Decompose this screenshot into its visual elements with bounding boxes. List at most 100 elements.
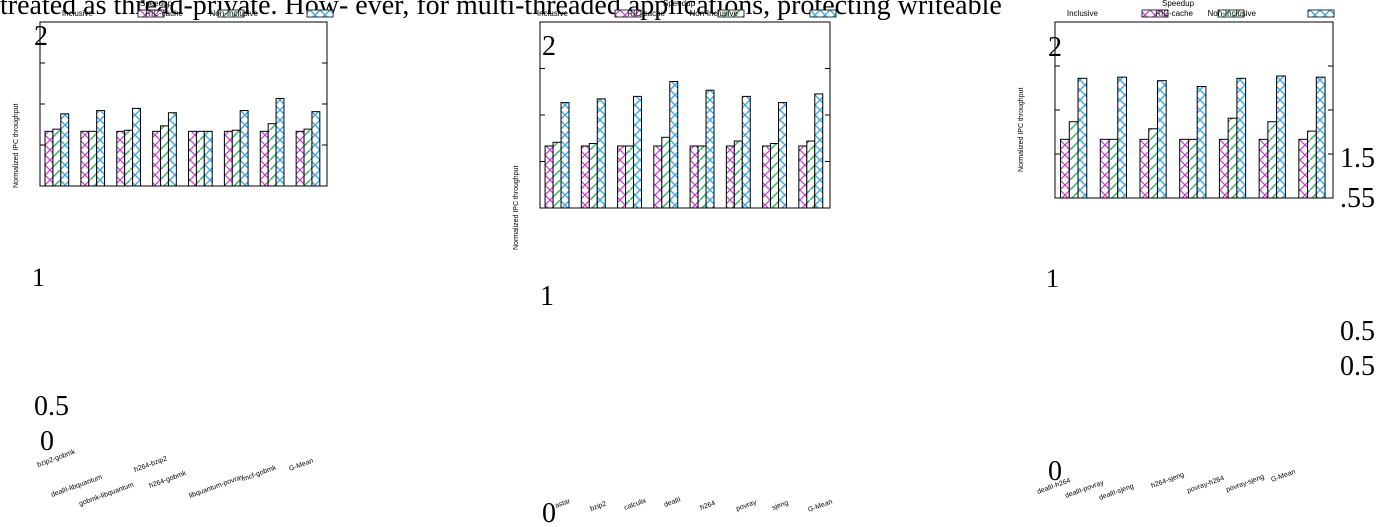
bar-ric-cache-libquantum-povray <box>231 129 241 187</box>
stray-label: 0.5 <box>1340 316 1375 347</box>
stray-label: 0.5 <box>1340 351 1375 382</box>
bar-ric-cache-povray-sjeng <box>1267 121 1278 199</box>
bar-non-inclusive-dealii <box>669 81 679 209</box>
bar-inclusive-gobmk-libquantum <box>116 130 126 187</box>
bar-inclusive-bzip2 <box>580 145 590 209</box>
bar-inclusive-h264-bzip2 <box>152 130 162 187</box>
category-label: h264-bzip2 <box>133 455 168 473</box>
bar-inclusive-h264-sjeng <box>1179 138 1189 199</box>
bar-non-inclusive-povray <box>741 95 751 209</box>
y-tick-label: 0.5 <box>34 391 69 422</box>
legend-swatch <box>1307 9 1335 18</box>
legend-title: Speedup <box>663 0 696 8</box>
bar-ric-cache-dealii-h264 <box>1068 121 1079 199</box>
legend-swatch <box>614 9 642 18</box>
chart-panel-3: 2 1 0 Normalized IPC throughput Speedup Inclu… <box>1018 0 1335 502</box>
bar-inclusive-povray <box>725 145 735 209</box>
category-label: calculix <box>623 497 647 512</box>
legend-swatch <box>1141 9 1169 18</box>
y-axis-label: Normalized IPC throughput <box>513 166 520 250</box>
bar-inclusive-mcf-gobmk <box>259 130 269 187</box>
bar-inclusive-sjeng <box>762 145 772 209</box>
legend-swatch <box>306 9 334 18</box>
stray-label: 1.5 <box>1340 143 1375 174</box>
bar-ric-cache-povray <box>733 140 743 209</box>
category-label: h264-gobmk <box>148 470 187 490</box>
bar-ric-cache-g-mean <box>303 128 313 187</box>
bar-inclusive-povray-h264 <box>1218 138 1229 199</box>
bar-inclusive-dealii-h264 <box>1060 138 1070 199</box>
bar-ric-cache-h264-gobmk <box>195 130 205 187</box>
category-label: dealII <box>663 496 682 508</box>
bar-ric-cache-bzip2-gobmk <box>52 128 62 187</box>
category-label: sjeng <box>771 500 789 512</box>
bar-ric-cache-povray-h264 <box>1227 117 1238 199</box>
bar-non-inclusive-mcf-gobmk <box>275 98 285 187</box>
bar-inclusive-g-mean <box>1298 138 1309 199</box>
bar-ric-cache-g-mean <box>1307 130 1317 199</box>
bar-inclusive-g-mean <box>295 130 305 187</box>
y-tick-label: 0 <box>40 426 54 457</box>
bar-ric-cache-dealii-libquantum <box>88 130 98 187</box>
category-label: G-Mean <box>288 458 314 473</box>
bar-inclusive-bzip2-gobmk <box>44 130 54 187</box>
bar-non-inclusive-calculix <box>633 95 642 209</box>
legend-title: Speedup <box>140 0 173 8</box>
bar-inclusive-h264-gobmk <box>188 130 197 187</box>
category-label: povray-sjeng <box>1225 474 1265 494</box>
bar-ric-cache-dealii-povray <box>1108 138 1119 199</box>
bar-non-inclusive-astar <box>560 102 570 209</box>
category-label: G-Mean <box>1270 469 1296 484</box>
bar-ric-cache-sjeng <box>770 143 780 209</box>
bar-non-inclusive-dealii-povray <box>1117 76 1127 199</box>
category-label: povray-h264 <box>1186 475 1225 495</box>
bar-ric-cache-h264-bzip2 <box>160 125 169 187</box>
bar-inclusive-dealii-sjeng <box>1139 138 1150 199</box>
chart-panel-2: 2 1 0 Normalized IPC throughput Speedup Inclu… <box>513 0 837 527</box>
bar-ric-cache-h264 <box>697 145 707 209</box>
bar-ric-cache-gobmk-libquantum <box>124 129 134 187</box>
legend-swatch <box>717 9 745 18</box>
category-label: povray <box>735 499 758 513</box>
bar-non-inclusive-sjeng <box>778 102 787 209</box>
y-tick-label: 0 <box>542 498 556 527</box>
y-tick-label: 2 <box>34 21 48 52</box>
bar-inclusive-dealii-libquantum <box>80 130 90 187</box>
legend-label: Inclusive <box>1067 9 1099 18</box>
bar-non-inclusive-bzip2 <box>596 98 606 209</box>
legend-swatch <box>137 9 165 18</box>
y-tick-label: 0 <box>1048 456 1062 487</box>
category-label: mcf-gobmk <box>242 464 277 483</box>
bar-ric-cache-dealii-sjeng <box>1148 128 1158 199</box>
bar-inclusive-dealii-povray <box>1099 138 1110 199</box>
bar-non-inclusive-h264-gobmk <box>203 130 213 187</box>
legend-swatch <box>217 9 245 18</box>
bar-ric-cache-dealii <box>661 136 671 209</box>
bar-non-inclusive-g-mean <box>814 93 824 209</box>
category-label: astar <box>554 498 572 510</box>
stray-label: .55 <box>1340 183 1375 214</box>
y-axis-label: Normalized IPC throughput <box>1018 88 1025 172</box>
y-tick-label: 2 <box>542 31 556 62</box>
bar-non-inclusive-h264-sjeng <box>1196 86 1207 199</box>
bar-ric-cache-bzip2 <box>588 143 598 209</box>
y-tick-label: 1 <box>540 281 554 312</box>
category-label: G-Mean <box>807 499 833 514</box>
bar-inclusive-dealii <box>653 145 663 209</box>
bar-inclusive-povray-sjeng <box>1258 138 1269 199</box>
legend-label: RIC-cache <box>1155 9 1193 18</box>
bar-non-inclusive-libquantum-povray <box>239 110 249 187</box>
legend-title: Speedup <box>1162 0 1195 8</box>
bar-non-inclusive-dealii-sjeng <box>1156 80 1167 199</box>
legend-label: RIC-cache <box>145 9 183 18</box>
bar-ric-cache-g-mean <box>806 140 816 209</box>
y-tick-label: 2 <box>1048 32 1062 63</box>
bar-ric-cache-h264-sjeng <box>1187 138 1198 199</box>
bar-non-inclusive-bzip2-gobmk <box>60 113 70 187</box>
page-text: treated as thread-private. How- ever, fo… <box>0 0 1002 21</box>
bar-non-inclusive-dealii-h264 <box>1077 77 1088 199</box>
bar-non-inclusive-h264-bzip2 <box>167 112 177 187</box>
bar-non-inclusive-g-mean <box>311 111 321 187</box>
y-tick-label: 1 <box>32 263 45 292</box>
legend-label: Inclusive <box>537 9 569 18</box>
